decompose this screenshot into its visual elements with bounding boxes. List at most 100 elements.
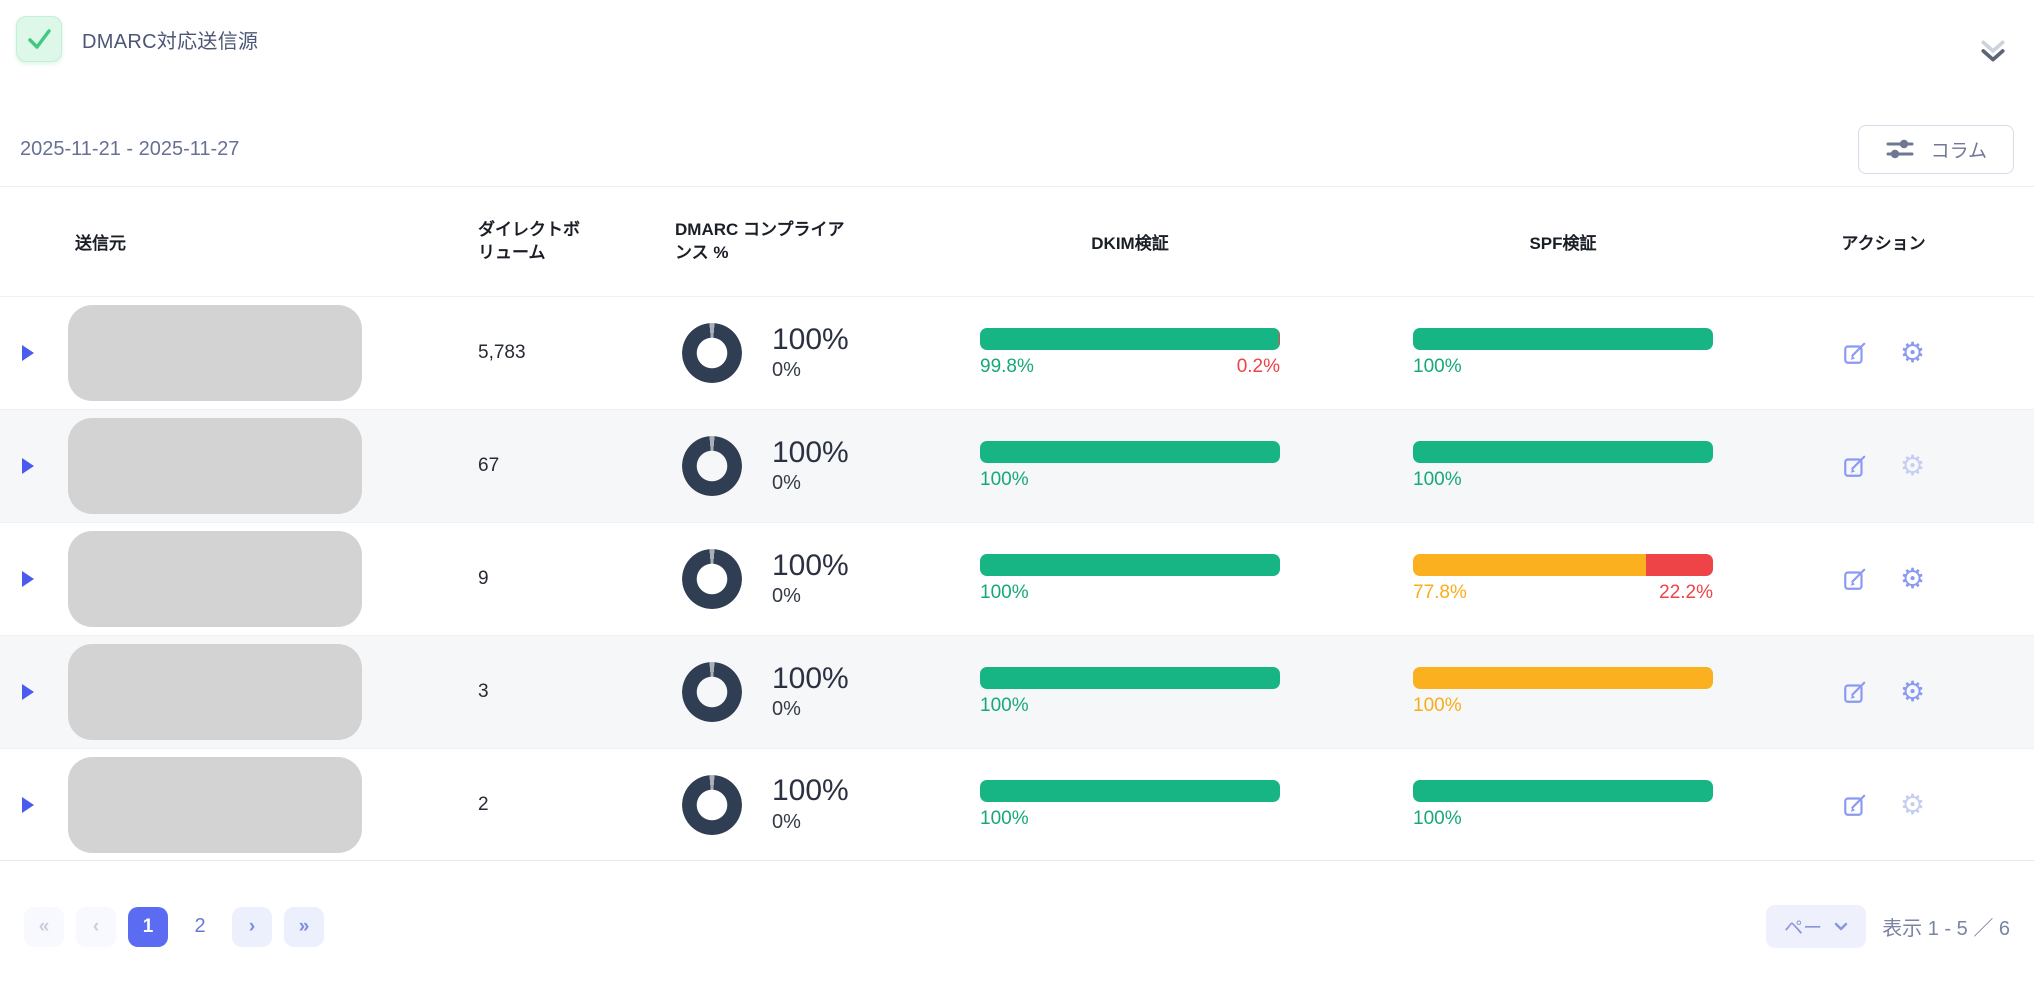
edit-icon [1844,794,1866,816]
first-page-button[interactable]: « [24,906,64,947]
page-1-button[interactable]: 1 [128,906,168,947]
double-chevron-down-icon [1981,40,2005,62]
compliance-donut-chart [682,323,742,383]
volume-value: 5,783 [478,342,526,363]
expand-row-icon[interactable] [22,571,34,587]
spf-cell: 100% [1300,328,1733,378]
dkim-cell: 99.8% 0.2% [960,328,1300,378]
sliders-icon [1886,139,1914,159]
settings-button[interactable]: ⚙ [1900,565,1925,593]
sources-table: 送信元 ダイレクトボリューム DMARC コンプライアンス % DKIM検証 S… [0,186,2034,861]
compliance-percent: 100% [772,661,849,695]
next-page-button[interactable]: › [232,906,272,947]
volume-value: 67 [478,455,500,476]
spf-bar [1413,441,1713,463]
table-header-row: 送信元 ダイレクトボリューム DMARC コンプライアンス % DKIM検証 S… [0,187,2034,296]
sender-placeholder [68,531,362,627]
check-badge [16,16,62,62]
spf-pass-label: 100% [1413,807,1462,829]
page-title: DMARC対応送信源 [82,30,259,53]
compliance-sub-percent: 0% [772,359,801,382]
dkim-pass-label: 100% [980,582,1029,603]
dkim-bar [980,441,1280,463]
header-spf: SPF検証 [1529,234,1597,253]
gear-icon: ⚙ [1899,336,1926,369]
dkim-bar [980,779,1280,802]
gear-icon: ⚙ [1899,449,1926,482]
volume-value: 9 [478,568,489,589]
last-page-button[interactable]: » [284,906,324,947]
edit-button[interactable] [1842,679,1868,705]
compliance-donut-chart [682,774,742,835]
table-row: 67 100% 0% 100% 100% [0,409,2034,522]
sender-placeholder [68,418,362,514]
compliance-percent: 100% [772,322,849,356]
dkim-pass-label: 99.8% [980,356,1034,377]
page-size-select[interactable]: ペー [1766,905,1867,948]
edit-button[interactable] [1842,453,1868,479]
edit-icon [1844,681,1866,703]
collapse-panel-button[interactable] [1978,36,2008,66]
toolbar: 2025-11-21 - 2025-11-27 コラム [0,112,2034,186]
settings-button[interactable]: ⚙ [1900,452,1925,480]
settings-button[interactable]: ⚙ [1900,790,1925,819]
spf-bar [1413,328,1713,350]
settings-button[interactable]: ⚙ [1900,678,1925,706]
dkim-bar [980,328,1280,350]
spf-bar [1413,779,1713,802]
columns-button[interactable]: コラム [1857,124,2014,174]
expand-cell [0,345,56,361]
edit-button[interactable] [1842,566,1868,592]
sender-cell [56,305,470,401]
spf-pass-label: 100% [1413,356,1462,377]
edit-button[interactable] [1842,792,1868,818]
gear-icon: ⚙ [1899,562,1926,595]
gear-icon: ⚙ [1899,675,1926,708]
expand-row-icon[interactable] [22,345,34,361]
results-range-label: 表示 1 - 5 ／ 6 [1882,918,2010,940]
expand-row-icon[interactable] [22,458,34,474]
settings-button[interactable]: ⚙ [1900,339,1925,367]
edit-button[interactable] [1842,340,1868,366]
chevron-down-icon [1834,922,1848,931]
date-range-label: 2025-11-21 - 2025-11-27 [20,137,240,160]
compliance-sub-percent: 0% [772,698,801,721]
edit-icon [1844,568,1866,590]
header-actions: アクション [1841,234,1926,253]
spf-pass-label: 77.8% [1413,582,1467,603]
header-dkim: DKIM検証 [1091,234,1169,253]
table-row: 9 100% 0% 100% 77.8% 22.2% [0,522,2034,635]
compliance-donut-chart [682,662,742,722]
compliance-percent: 100% [772,435,849,469]
expand-row-icon[interactable] [22,796,34,813]
table-row: 3 100% 0% 100% 100% [0,635,2034,748]
header-compliance: DMARC コンプライアンス % [675,219,845,262]
dkim-bar [980,667,1280,689]
expand-row-icon[interactable] [22,684,34,700]
compliance-sub-percent: 0% [772,810,801,833]
panel-header: DMARC対応送信源 [0,0,2034,112]
header-source: 送信元 [75,234,126,253]
dkim-fail-label: 0.2% [1236,356,1280,377]
spf-pass-label: 100% [1413,469,1462,490]
table-row: 2 100% 0% 100% 100% [0,748,2034,861]
dkim-pass-label: 100% [980,695,1029,716]
dkim-pass-label: 100% [980,469,1029,490]
spf-bar [1413,667,1713,689]
compliance-percent: 100% [772,548,849,582]
volume-value: 3 [478,681,489,702]
table-row: 5,783 100% 0% 99.8% 0.2% 100% [0,296,2034,409]
sender-placeholder [68,305,362,401]
columns-button-label: コラム [1930,140,1987,162]
header-volume: ダイレクトボリューム [478,219,580,262]
compliance-percent: 100% [772,774,849,808]
compliance-donut-chart [682,549,742,609]
page-2-button[interactable]: 2 [180,907,220,947]
compliance-cell: 100% 0% [650,323,960,383]
sender-placeholder [68,756,362,853]
edit-icon [1844,342,1866,364]
spf-bar [1413,554,1713,576]
prev-page-button[interactable]: ‹ [76,906,116,947]
compliance-sub-percent: 0% [772,585,801,608]
spf-pass-label: 100% [1413,695,1462,716]
